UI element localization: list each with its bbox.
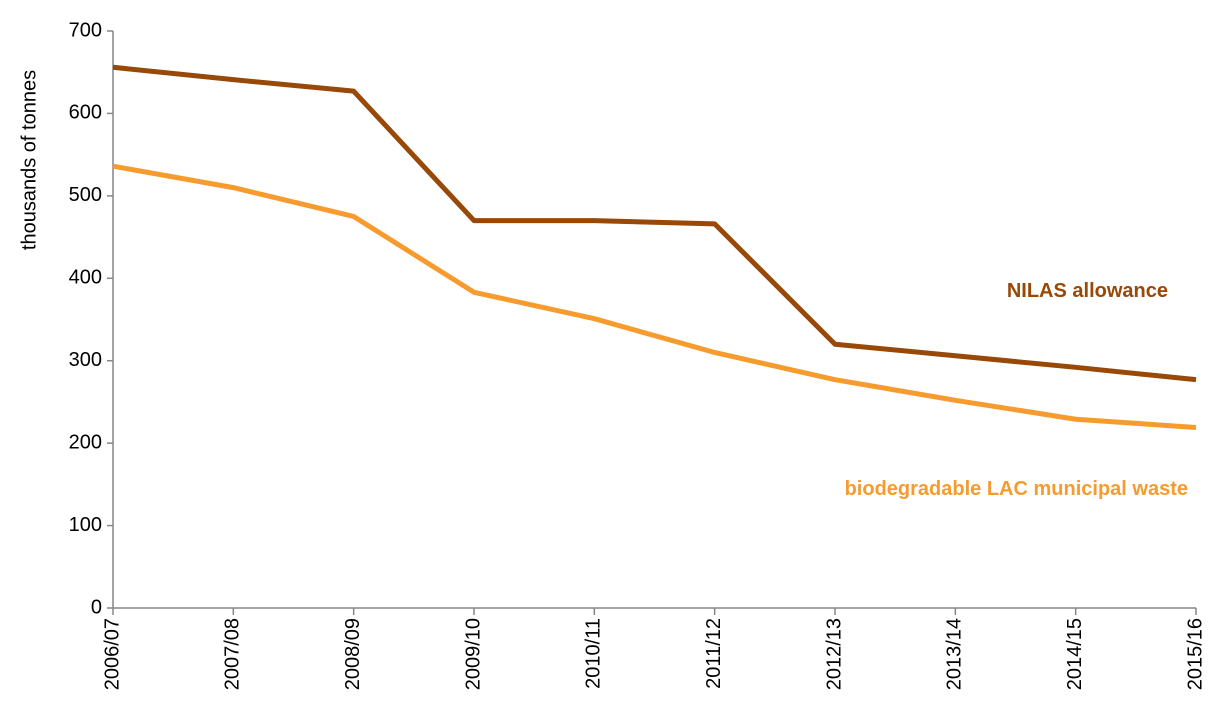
x-tick-label: 2015/16 — [1184, 618, 1206, 690]
series-line — [112, 64, 1197, 383]
y-tick-label: 300 — [69, 349, 102, 371]
x-tick-label: 2013/14 — [944, 618, 966, 690]
y-axis-label: thousands of tonnes — [18, 70, 40, 250]
x-tick-label: 2009/10 — [462, 618, 484, 690]
x-tick-label: 2012/13 — [823, 618, 845, 690]
y-tick-label: 200 — [69, 431, 102, 453]
x-tick-label: 2006/07 — [101, 618, 123, 690]
y-tick-label: 100 — [69, 514, 102, 536]
series-line — [112, 163, 1197, 430]
series-label: biodegradable LAC municipal waste — [845, 478, 1188, 500]
y-tick-label: 700 — [69, 19, 102, 41]
y-tick-label: 600 — [69, 102, 102, 124]
x-tick-label: 2008/09 — [342, 618, 364, 690]
x-tick-label: 2007/08 — [222, 618, 244, 690]
x-tick-label: 2014/15 — [1064, 618, 1086, 690]
x-tick-label: 2010/11 — [583, 618, 605, 689]
y-tick-label: 400 — [69, 267, 102, 289]
x-tick-label: 2011/12 — [703, 618, 725, 689]
y-tick-label: 0 — [91, 596, 102, 618]
y-tick-label: 500 — [69, 184, 102, 206]
series-label: NILAS allowance — [1007, 280, 1168, 302]
